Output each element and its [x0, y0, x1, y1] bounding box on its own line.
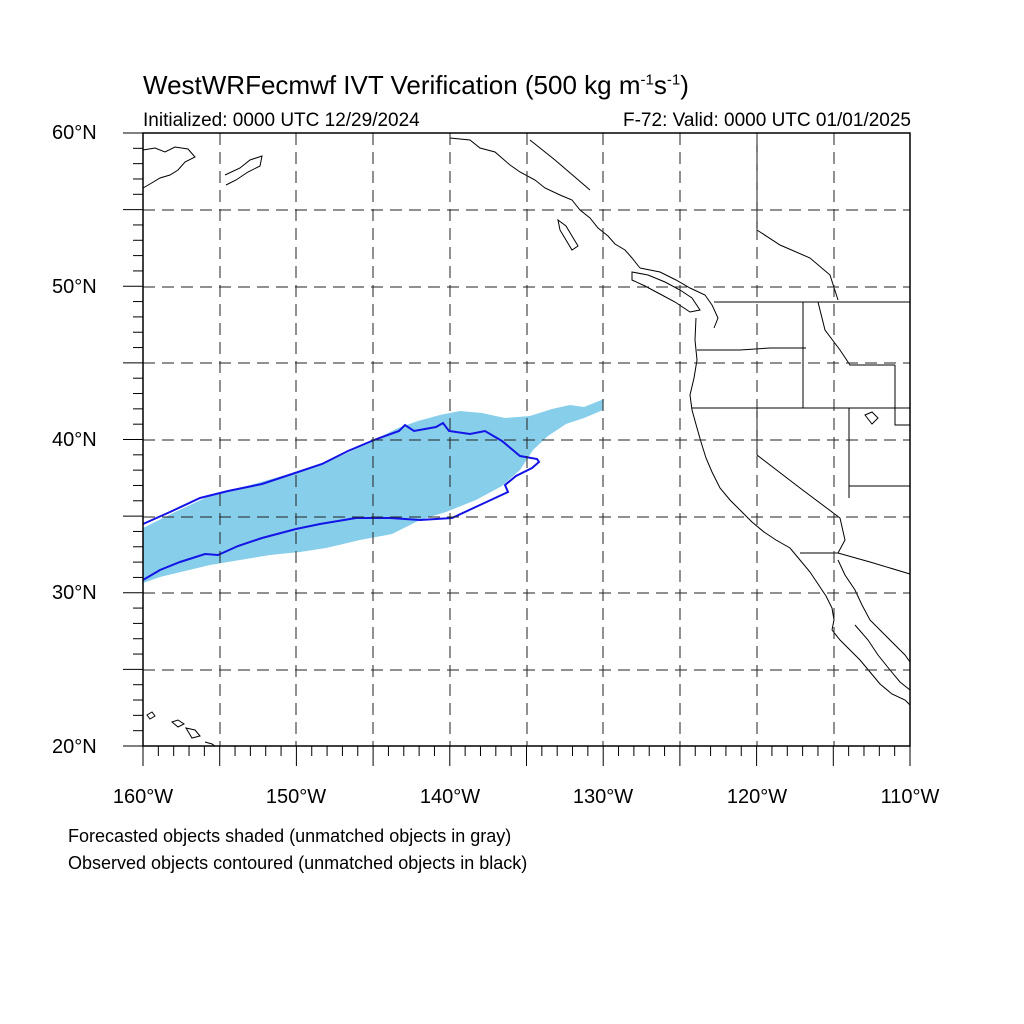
bc-mainland-coast	[639, 267, 719, 329]
az-ca-border	[837, 517, 846, 554]
gulf-of-california-coast	[837, 559, 911, 663]
us-mexico-border	[800, 552, 911, 575]
observed-object	[142, 421, 541, 581]
hawaii-island-1	[146, 711, 156, 720]
haida-gwaii-coast	[557, 218, 579, 251]
lon-label-150w: 150°W	[265, 786, 327, 808]
us-west-coast	[689, 317, 835, 631]
lon-label-110w: 110°W	[880, 786, 940, 808]
legend-observed-text: Observed objects contoured (unmatched ob…	[68, 853, 528, 873]
id-mt-border	[817, 301, 895, 366]
lat-label-60n: 60°N	[52, 122, 97, 144]
alaska-panhandle-coast	[449, 137, 641, 269]
vancouver-island-coast	[631, 271, 701, 313]
hawaii-island-2	[170, 719, 185, 728]
alaska-peninsula-coast	[142, 146, 196, 189]
initialized-label: Initialized: 0000 UTC 12/29/2024	[143, 110, 420, 131]
lon-label-160w: 160°W	[112, 786, 174, 808]
lat-label-30n: 30°N	[52, 582, 97, 604]
great-salt-lake	[864, 411, 879, 425]
observed-ivt-contour	[142, 421, 541, 581]
wa-or-border	[697, 347, 806, 351]
wy-border	[894, 365, 910, 426]
valid-time-label: F-72: Valid: 0000 UTC 01/01/2025	[623, 110, 911, 131]
forecast-ivt-shaded-region	[143, 399, 604, 583]
lat-label-50n: 50°N	[52, 276, 97, 298]
forecast-object	[143, 399, 604, 583]
bc-yukon-coast-border	[529, 139, 591, 191]
coastlines	[142, 137, 911, 747]
ca-nv-border	[756, 408, 841, 519]
alaska-peninsula-coast-2	[224, 155, 263, 186]
map-title: WestWRFecmwf IVT Verification (500 kg m-…	[143, 70, 689, 100]
canada-province-border	[756, 133, 839, 301]
lon-label-120w: 120°W	[726, 786, 788, 808]
lon-label-140w: 140°W	[419, 786, 481, 808]
legend-forecast-text: Forecasted objects shaded (unmatched obj…	[68, 826, 512, 846]
political-boundaries	[529, 133, 911, 575]
lon-label-130w: 130°W	[572, 786, 634, 808]
mexico-mainland-coast	[854, 624, 911, 691]
graticule	[143, 133, 910, 746]
hawaii-island-3	[184, 727, 201, 739]
lat-label-20n: 20°N	[52, 736, 97, 758]
lat-label-40n: 40°N	[52, 429, 97, 451]
baja-california-coast	[831, 629, 911, 706]
axis-ticks	[123, 132, 911, 766]
